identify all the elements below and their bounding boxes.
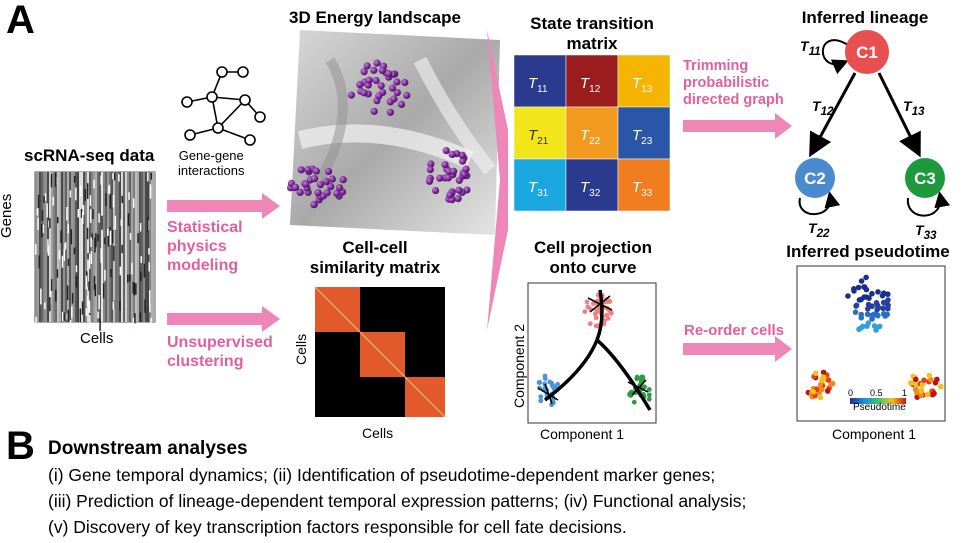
edge-label-t12: T12 <box>812 98 834 118</box>
edge-label-t22: T22 <box>808 220 830 240</box>
merge-arrow <box>487 30 508 330</box>
lineage-node-c3 <box>905 158 945 198</box>
flow-arrows <box>167 30 792 362</box>
pseudotime-title: Inferred pseudotime <box>786 242 950 261</box>
edge-label-t11: T11 <box>800 38 821 58</box>
lineage-node-c1 <box>845 30 889 74</box>
lineage-graph: C1 C2 C3 <box>795 30 951 217</box>
similarity-title: Cell-cell similarity matrix <box>309 238 441 277</box>
matrix-cell-t13 <box>617 54 671 108</box>
transition-title: State transition matrix <box>530 14 654 53</box>
pseudotime-bar-label: Pseudotime <box>853 402 906 413</box>
matrix-cell-t33 <box>617 158 671 212</box>
gene-network <box>181 66 266 146</box>
gene-interactions-label: Gene-gene interactions <box>178 148 245 178</box>
downstream-line-1: (i) Gene temporal dynamics; (ii) Identif… <box>48 465 716 485</box>
downstream-line-2: (iii) Prediction of lineage-dependent te… <box>48 491 747 511</box>
lineage-node-label: C1 <box>856 43 878 62</box>
arrow-to-lineage <box>683 113 792 139</box>
panel-b-letter: B <box>6 424 35 468</box>
matrix-cell-t12 <box>565 54 619 108</box>
unsupervised-label: Unsupervised clustering <box>167 334 273 370</box>
lineage-node-c2 <box>795 158 835 198</box>
downstream-title: Downstream analyses <box>48 438 248 459</box>
genes-label: Genes <box>0 193 15 238</box>
pseudotime-xlabel: Component 1 <box>832 426 917 442</box>
arrow-to-similarity <box>167 306 280 332</box>
similarity-matrix <box>314 286 446 418</box>
projection-title: Cell projection onto curve <box>533 238 653 277</box>
similarity-ylabel: Cells <box>293 333 309 365</box>
energy-title: 3D Energy landscape <box>289 8 461 27</box>
reorder-label: Re-order cells <box>684 322 785 339</box>
pseudotime-tick-0: 0 <box>848 388 854 398</box>
scrna-heatmap <box>34 171 156 332</box>
lineage-node-label: C2 <box>804 169 826 188</box>
stat-physics-label: Statistical physics modeling <box>167 219 243 274</box>
pseudotime-tick-05: 0.5 <box>870 388 883 398</box>
matrix-cell-t22 <box>565 106 619 160</box>
lineage-node-label: C3 <box>914 169 936 188</box>
downstream-list: (i) Gene temporal dynamics; (ii) Identif… <box>48 462 746 540</box>
matrix-cell-t11 <box>513 54 567 108</box>
matrix-cell-t32 <box>565 158 619 212</box>
projection-xlabel: Component 1 <box>540 426 625 442</box>
trimming-label: Trimming probabilistic directed graph <box>683 58 784 108</box>
cells-label: Cells <box>80 330 114 347</box>
energy-landscape <box>286 30 500 235</box>
pseudotime-plot <box>796 265 946 422</box>
matrix-cell-t31 <box>513 158 567 212</box>
projection-ylabel: Component 2 <box>511 323 527 408</box>
edge-label-t13: T13 <box>903 98 925 118</box>
scrna-title: scRNA-seq data <box>24 146 155 165</box>
pseudotime-tick-1: 1 <box>902 388 908 398</box>
matrix-cell-t21 <box>513 106 567 160</box>
matrix-cell-t23 <box>617 106 671 160</box>
edge-label-t33: T33 <box>915 222 937 242</box>
panel-a-letter: A <box>6 0 35 42</box>
arrow-to-landscape <box>167 193 280 219</box>
projection-plot <box>527 282 657 424</box>
downstream-line-3: (v) Discovery of key transcription facto… <box>48 517 627 537</box>
lineage-title: Inferred lineage <box>801 8 929 27</box>
similarity-xlabel: Cells <box>362 425 394 441</box>
arrow-to-pseudotime <box>683 336 792 362</box>
